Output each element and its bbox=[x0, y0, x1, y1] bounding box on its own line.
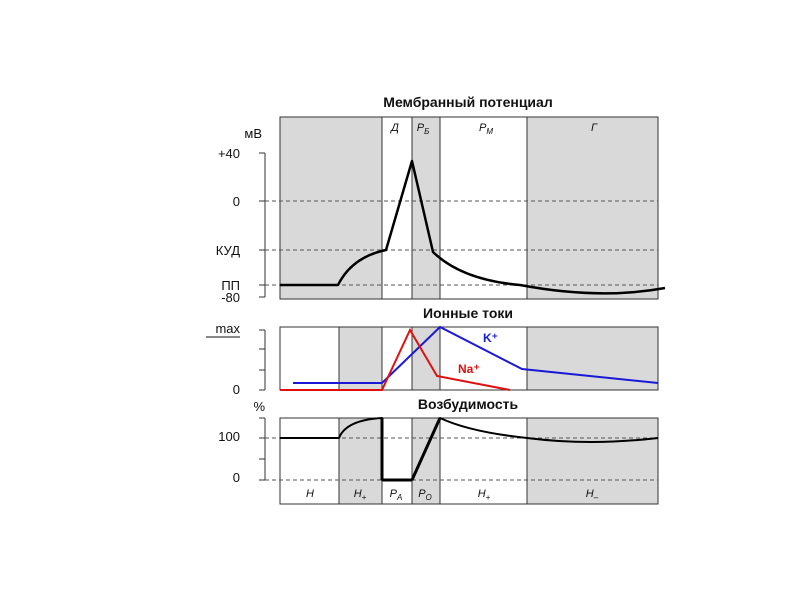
excitability-phase-label: Н+ bbox=[354, 488, 367, 502]
relative-refractory-rise bbox=[410, 417, 442, 481]
phase-label-rm: РМ bbox=[479, 122, 493, 136]
excitability-panel-title: Возбудимость bbox=[418, 396, 519, 412]
excitability-panel: Возбудимость % 100 0 Н Н+ РА РО Н+ Н– bbox=[218, 396, 659, 505]
currents-tick-label: 0 bbox=[233, 382, 240, 397]
ion-currents-panel: Ионные токи max 0 K⁺ Na⁺ bbox=[206, 305, 659, 397]
membrane-tick-label: +40 bbox=[218, 146, 240, 161]
membrane-shade-hyper bbox=[527, 117, 658, 299]
sodium-current-line bbox=[280, 327, 511, 391]
membrane-shade-rest bbox=[280, 117, 382, 299]
currents-panel-title: Ионные токи bbox=[423, 305, 513, 321]
excitability-shade-3 bbox=[527, 418, 658, 504]
membrane-panel-title: Мембранный потенциал bbox=[383, 94, 552, 110]
sodium-label: Na⁺ bbox=[458, 362, 480, 376]
potassium-current-line bbox=[293, 325, 659, 384]
potassium-label: K⁺ bbox=[483, 331, 498, 345]
excitability-phase-label: Н– bbox=[586, 488, 599, 502]
phase-label-d: Д bbox=[389, 122, 399, 134]
membrane-tick-label: 0 bbox=[233, 194, 240, 209]
phase-label-rb: РБ bbox=[417, 122, 430, 136]
action-potential-curve bbox=[280, 159, 666, 295]
currents-panel-frame bbox=[279, 326, 659, 391]
membrane-tick-label: -80 bbox=[221, 290, 240, 305]
excitability-phase-label: Н bbox=[306, 488, 314, 500]
currents-shade-1 bbox=[339, 327, 382, 390]
membrane-tick-label: КУД bbox=[216, 243, 240, 258]
currents-shade-3 bbox=[527, 327, 658, 390]
excitability-shade-1 bbox=[339, 418, 382, 504]
excitability-phase-label: РО bbox=[418, 488, 432, 502]
membrane-potential-panel: Мембранный потенциал Д РБ РМ Г мВ +40 0 … bbox=[216, 94, 666, 305]
membrane-tick-label: ПП bbox=[221, 278, 240, 293]
excitability-shade-2 bbox=[412, 418, 440, 504]
membrane-panel-frame bbox=[279, 116, 659, 300]
excitability-tick-label: 0 bbox=[233, 470, 240, 485]
excitability-phase-label: РА bbox=[390, 488, 403, 502]
excitability-tick-label: 100 bbox=[218, 429, 240, 444]
excitability-panel-frame bbox=[279, 417, 659, 505]
membrane-shade-rb bbox=[412, 117, 440, 299]
excitability-curve bbox=[280, 417, 659, 481]
phase-label-g: Г bbox=[591, 122, 598, 134]
currents-tick-label: max bbox=[215, 321, 240, 336]
membrane-unit-label: мВ bbox=[244, 126, 262, 141]
excitability-unit-label: % bbox=[253, 399, 265, 414]
excitability-phase-label: Н+ bbox=[478, 488, 491, 502]
